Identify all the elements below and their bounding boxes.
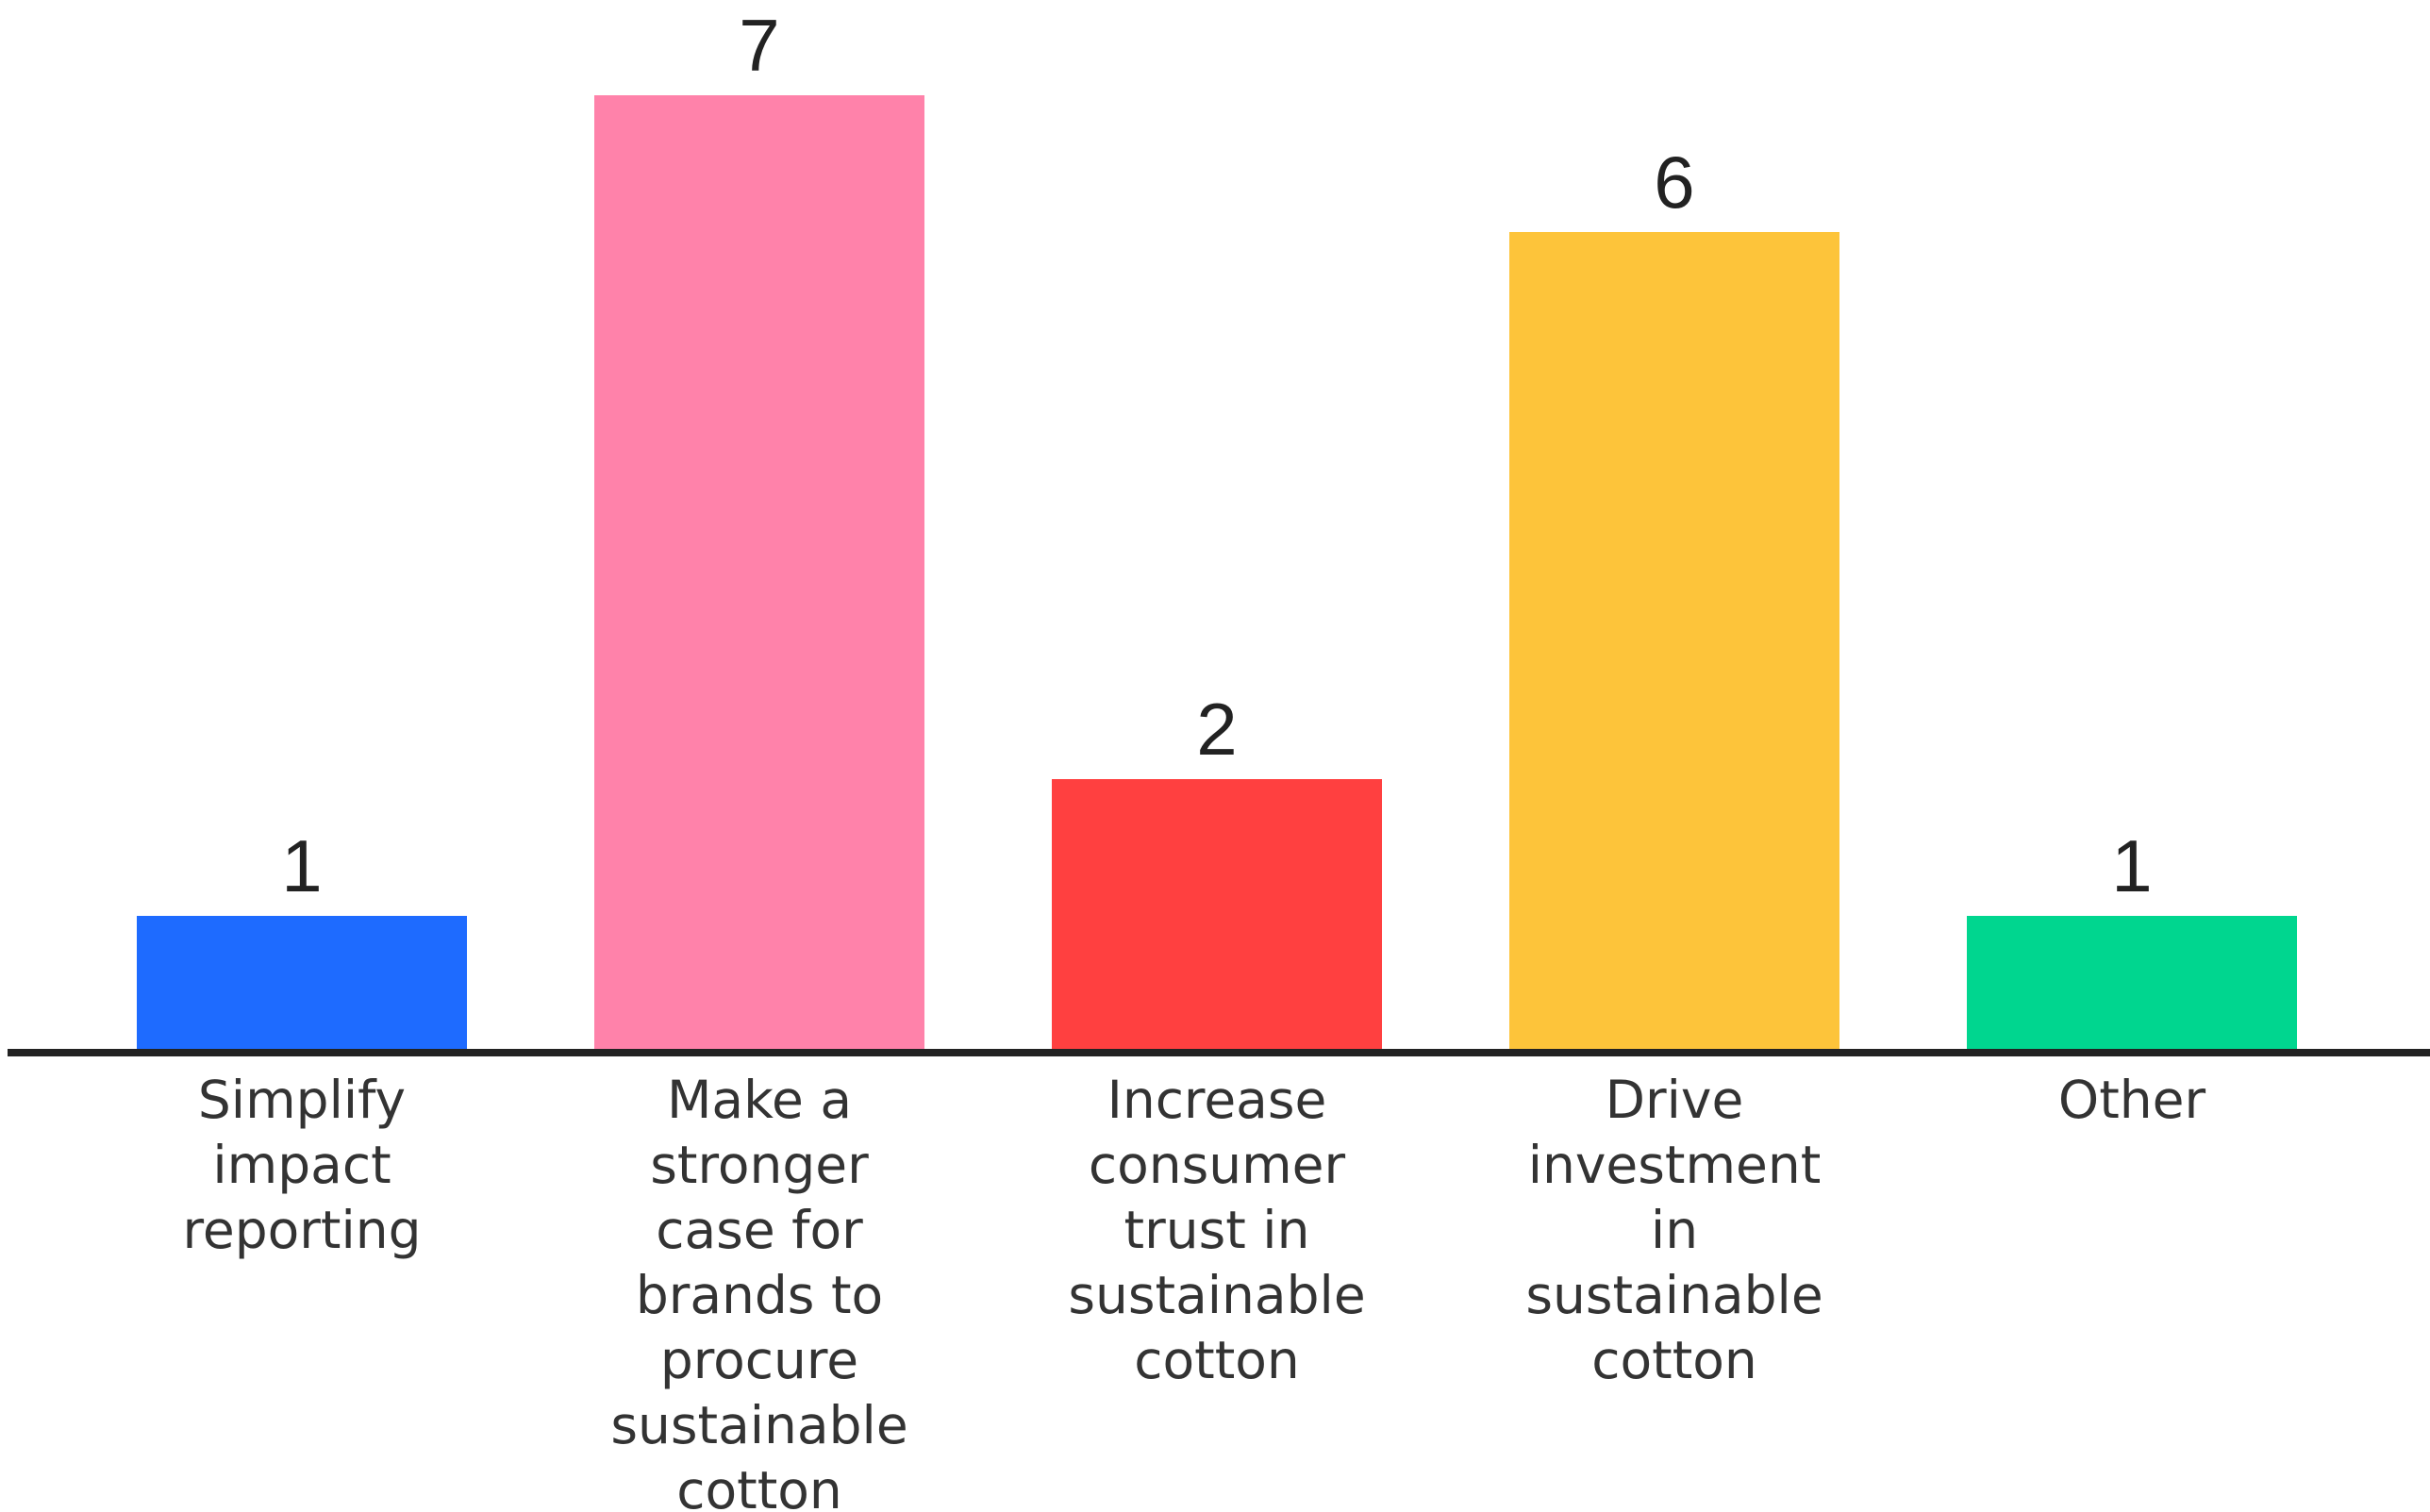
category-label-line: Other	[2058, 1070, 2206, 1130]
category-label-line: brands to	[636, 1265, 883, 1325]
category-label-line: cotton	[1134, 1330, 1300, 1390]
category-label: Increase consumer trust in sustainable cotto…	[1068, 1070, 1365, 1390]
category-label-line: investment	[1528, 1135, 1822, 1195]
category-label-line: Increase	[1107, 1070, 1327, 1130]
category-label: Simplify impact reporting	[182, 1070, 421, 1260]
category-label-line: impact	[212, 1135, 391, 1195]
category-label-line: cotton	[1591, 1330, 1757, 1390]
category-label-line: case for	[656, 1200, 863, 1260]
category-label: Other	[2058, 1070, 2206, 1130]
category-labels-group: Simplify impact reporting Make a stronger cas…	[182, 1070, 2205, 1512]
category-label-line: sustainable	[610, 1395, 907, 1455]
bar-value-label: 1	[281, 824, 322, 907]
category-label: Drive investment in sustainable cotton	[1525, 1070, 1822, 1390]
category-label-line: consumer	[1089, 1135, 1346, 1195]
bar-value-label: 7	[739, 4, 779, 87]
category-label-line: reporting	[182, 1200, 421, 1260]
bars-group	[137, 95, 2297, 1053]
category-label-line: Drive	[1606, 1070, 1744, 1130]
category-label-line: Make a	[667, 1070, 852, 1130]
bar	[1052, 779, 1382, 1053]
category-label-line: sustainable	[1525, 1265, 1822, 1325]
category-label-line: cotton	[676, 1460, 842, 1512]
bar-value-label: 6	[1654, 141, 1694, 224]
bar-value-label: 2	[1196, 688, 1237, 771]
category-label-line: stronger	[650, 1135, 869, 1195]
category-label: Make a stronger case for brands to procure su…	[610, 1070, 907, 1512]
category-label-line: Simplify	[198, 1070, 406, 1130]
category-label-line: in	[1651, 1200, 1698, 1260]
bar	[1967, 916, 2297, 1053]
data-labels-group: 1 7 2 6 1	[281, 4, 2152, 907]
bar	[594, 95, 924, 1053]
category-label-line: trust in	[1124, 1200, 1310, 1260]
bar	[137, 916, 467, 1053]
category-label-line: procure	[660, 1330, 858, 1390]
category-label-line: sustainable	[1068, 1265, 1365, 1325]
bar	[1509, 232, 1839, 1053]
bar-value-label: 1	[2111, 824, 2152, 907]
